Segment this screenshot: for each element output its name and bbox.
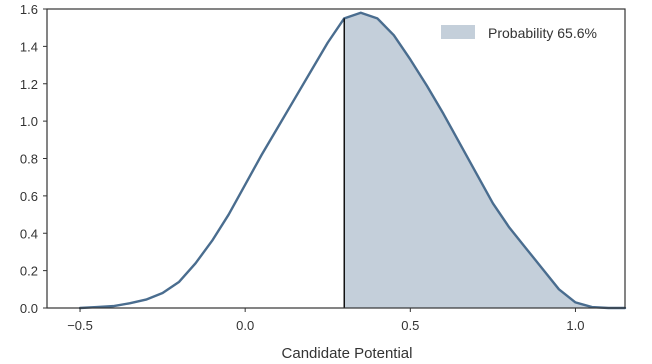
x-tick-label: 0.5 (401, 318, 419, 333)
y-tick-label: 0.0 (20, 301, 38, 316)
x-tick-label: −0.5 (67, 318, 93, 333)
y-tick-label: 1.4 (20, 39, 38, 54)
y-tick-label: 0.8 (20, 152, 38, 167)
x-tick-label: 0.0 (236, 318, 254, 333)
legend: Probability 65.6% (441, 25, 597, 41)
probability-area (344, 12, 625, 309)
density-line (78, 11, 627, 310)
y-tick-label: 1.6 (20, 2, 38, 17)
y-tick-label: 0.2 (20, 264, 38, 279)
plot-area (78, 11, 627, 310)
legend-label: Probability 65.6% (488, 25, 597, 41)
y-tick-label: 0.6 (20, 189, 38, 204)
axes: −0.5 0.0 0.5 1.0 0.0 0.2 0.4 0.6 0.8 1.0 1.2 1.4 1.6… (20, 2, 626, 362)
legend-swatch (441, 25, 475, 39)
x-tick-label: 1.0 (566, 318, 584, 333)
x-axis-label: Candidate Potential (282, 345, 413, 362)
y-tick-label: 1.2 (20, 77, 38, 92)
y-tick-label: 1.0 (20, 114, 38, 129)
y-tick-label: 0.4 (20, 226, 38, 241)
